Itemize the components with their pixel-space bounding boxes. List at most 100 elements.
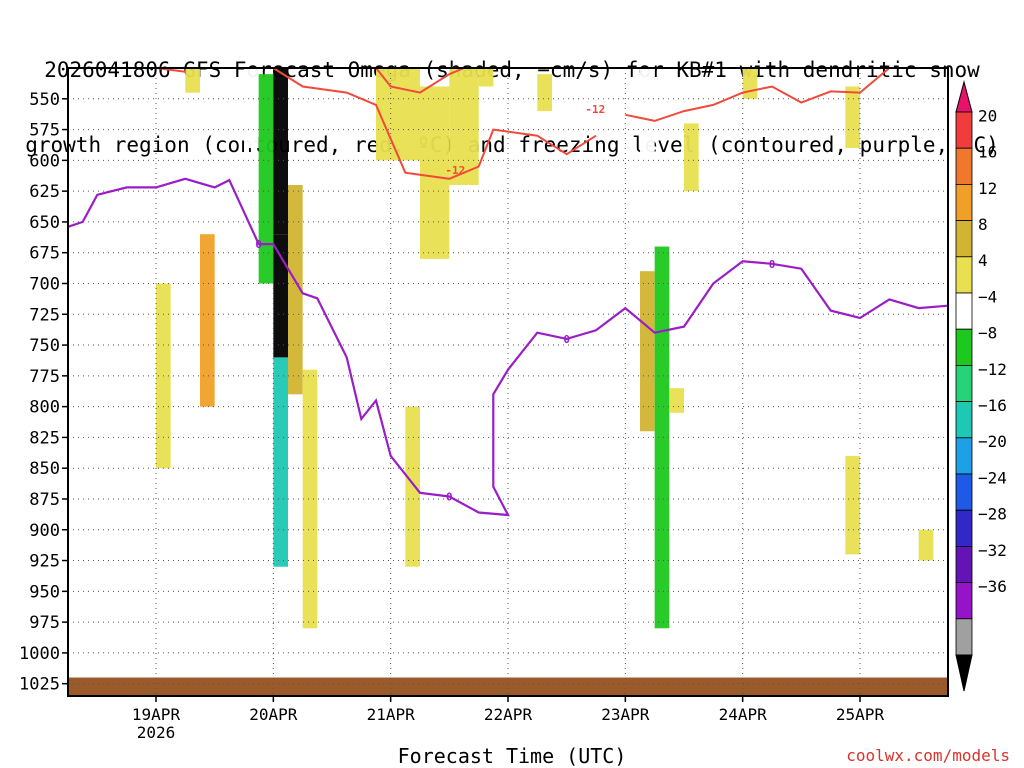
omega-cell [684,123,699,192]
omega-cell [537,74,552,112]
gridlines [68,68,948,696]
x-tick-sublabel: 2026 [137,723,176,742]
colorbar-swatch [955,473,973,511]
x-tick-label: 22APR [484,705,533,724]
y-tick-label: 925 [29,552,60,572]
omega-cell [640,271,655,432]
colorbar-swatch [955,220,973,258]
omega-cell [258,74,274,284]
dgz-contour-label: -12 [585,103,605,116]
omega-cell [244,68,259,149]
colorbar-tick-label: −24 [978,468,1007,487]
colorbar-top-arrow [955,80,973,113]
freezing-level-label: 0 [563,333,570,346]
colorbar-swatch [955,183,973,221]
omega-cell [273,68,288,235]
omega-cell [288,184,303,395]
colorbar-swatch [955,364,973,402]
freezing-level-label: 0 [255,238,262,251]
x-tick-label: 19APR [132,705,181,724]
y-tick-label: 575 [29,121,60,141]
colorbar-tick-label: −16 [978,396,1007,415]
omega-cell [376,68,420,161]
omega-cell [185,68,200,93]
colorbar-tick-label: 4 [978,251,988,270]
dgz-contour-line [625,67,890,122]
x-tick-label: 25APR [836,705,885,724]
y-tick-label: 600 [29,151,60,171]
omega-cell [478,68,494,87]
y-tick-label: 675 [29,244,60,264]
ground-fill [68,677,948,696]
colorbar: 20 16 12 8 4 −4 −8 −12 −16 −20 −24 −28 −32 −36 [955,80,1007,692]
omega-cell [258,283,274,616]
y-tick-label: 650 [29,213,60,233]
colorbar-bottom-arrow [955,654,973,692]
colorbar-swatch [955,328,973,366]
colorbar-swatch [955,618,973,656]
colorbar-swatch [955,256,973,294]
colorbar-tick-label: −8 [978,324,997,343]
freezing-level-line [67,177,949,517]
y-tick-label: 750 [29,336,60,356]
y-tick-label: 1025 [19,675,60,695]
omega-cell [918,529,934,561]
omega-cell [302,369,318,629]
colorbar-tick-label: −12 [978,360,1007,379]
colorbar-tick-label: 12 [978,179,997,198]
colorbar-swatch [955,546,973,584]
omega-cell [449,68,479,185]
omega-cell [273,234,288,358]
colorbar-tick-label: −4 [978,287,997,306]
y-tick-label: 950 [29,582,60,602]
dgz-contours: -12 -12 [155,67,890,180]
colorbar-tick-label: −28 [978,505,1007,524]
y-tick-label: 875 [29,490,60,510]
dgz-contour-line [272,67,597,180]
colorbar-swatch [955,509,973,547]
omega-cell [845,86,860,149]
omega-shading [156,68,934,629]
colorbar-swatch [955,111,973,149]
y-tick-label: 625 [29,182,60,202]
x-tick-label: 21APR [367,705,416,724]
colorbar-swatch [955,147,973,185]
y-tick-label: 700 [29,274,60,294]
dgz-contour-line [375,67,465,94]
omega-cell [889,437,904,604]
x-tick-label: 24APR [719,705,768,724]
colorbar-tick-label: −36 [978,577,1007,596]
omega-cell [273,357,288,567]
credit-link[interactable]: coolwx.com/models [846,746,1010,765]
colorbar-tick-label: −20 [978,432,1007,451]
omega-cell [669,388,684,413]
y-tick-label: 825 [29,428,60,448]
omega-cell [405,406,420,567]
y-tick-label: 975 [29,613,60,633]
y-tick-label: 775 [29,367,60,387]
omega-cell [640,68,655,185]
ground-band [68,677,948,696]
omega-cell [200,234,215,407]
x-tick-label: 23APR [601,705,650,724]
y-tick-label: 1000 [19,644,60,664]
x-tick-label: 20APR [249,705,298,724]
colorbar-swatch [955,582,973,620]
y-axis: 550 575 600 625 650 675 700 725 750 775 800 825 850 8… [19,90,68,695]
omega-cell [420,86,450,259]
freezing-level-contour: 0 0 0 0 [67,177,949,517]
omega-cell [625,480,640,610]
colorbar-swatch [955,401,973,439]
omega-cell [654,246,670,629]
dgz-contour-label: -12 [445,164,465,177]
y-tick-label: 900 [29,521,60,541]
y-tick-label: 800 [29,398,60,418]
colorbar-tick-label: 16 [978,143,997,162]
colorbar-tick-label: 8 [978,215,988,234]
y-tick-label: 850 [29,459,60,479]
colorbar-tick-label: 20 [978,106,997,125]
freezing-level-label: 0 [446,491,453,504]
colorbar-tick-label: −32 [978,541,1007,560]
